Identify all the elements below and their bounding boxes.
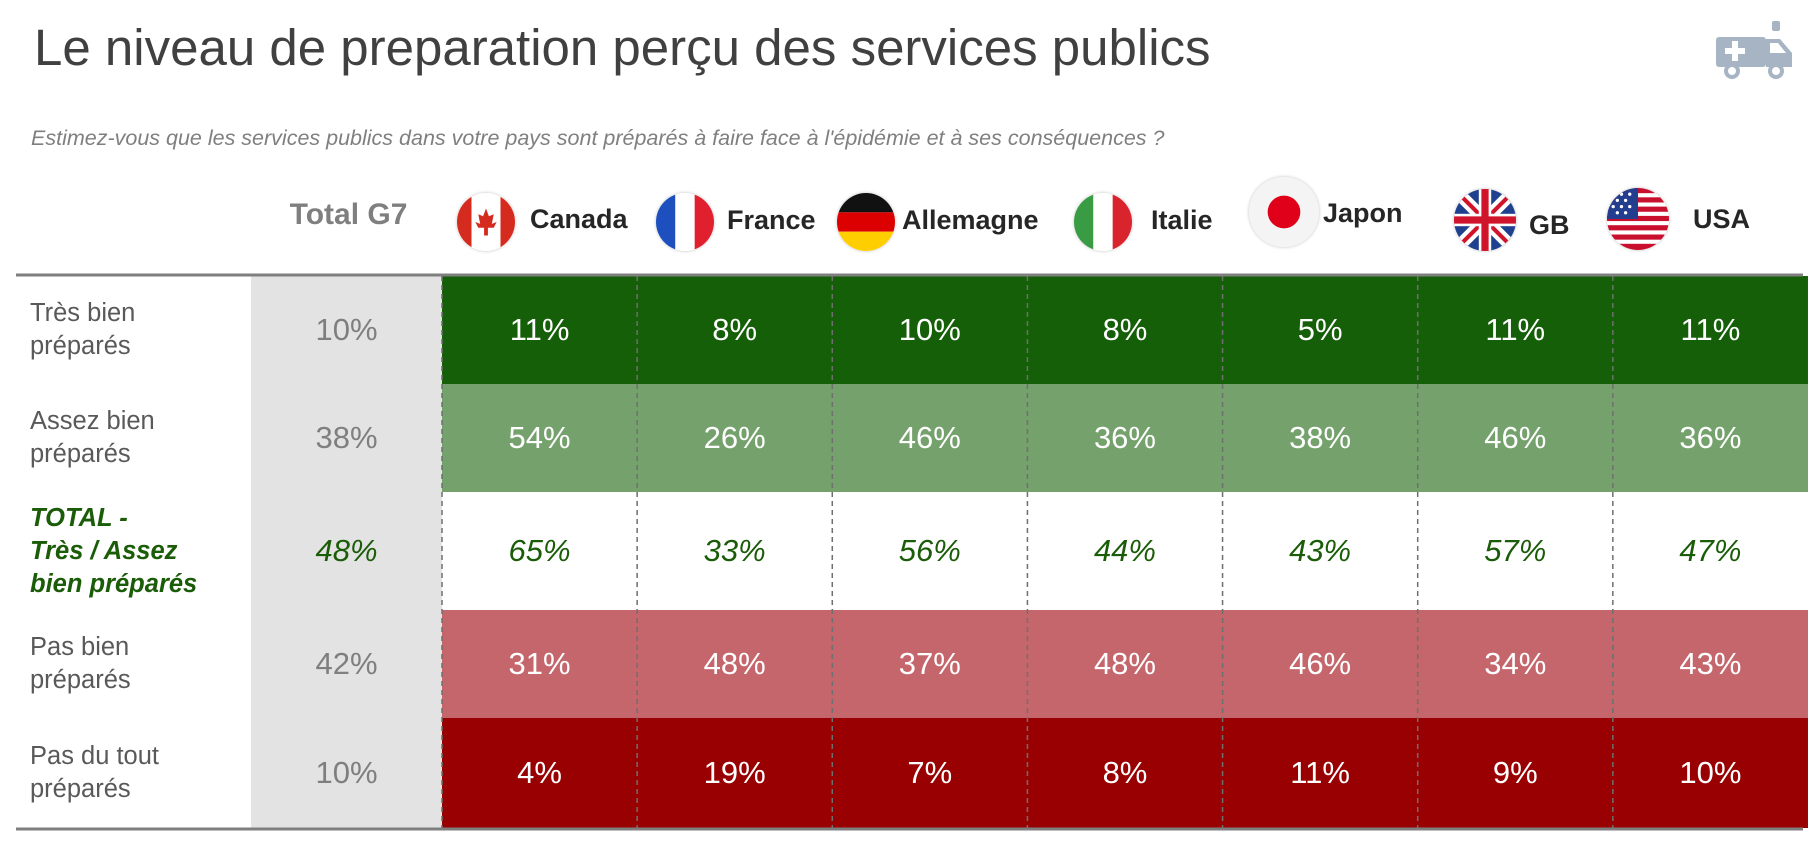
value-cell-gb: 57%: [1484, 533, 1547, 568]
ambulance-icon: [1716, 21, 1792, 79]
column-header-gb: GB: [1529, 210, 1570, 240]
italy-flag-icon: [1074, 193, 1132, 251]
row-label-line: Pas du tout: [30, 742, 160, 770]
total-g7-cell: 10%: [315, 312, 378, 347]
column-header-france: France: [727, 205, 816, 235]
japan-flag-icon: [1249, 177, 1319, 247]
row-label-line: Assez bien: [30, 407, 155, 435]
row-label-tres-bien: Très bien préparés: [30, 297, 135, 363]
value-cell-gb: 11%: [1485, 312, 1546, 347]
row-label-line: préparés: [30, 666, 131, 694]
value-cell-japon: 46%: [1289, 646, 1352, 681]
row-label-line: Très bien: [30, 299, 136, 327]
column-header-total-g7: Total G7: [289, 198, 408, 231]
value-cell-france: 8%: [712, 312, 758, 347]
row-label-pas-du-tout: Pas du tout préparés: [30, 740, 159, 806]
row-label-line: Pas bien: [30, 633, 130, 661]
value-cell-usa: 11%: [1680, 312, 1741, 347]
column-header-italie: Italie: [1151, 205, 1213, 235]
value-cell-france: 48%: [703, 646, 766, 681]
column-header-allemagne: Allemagne: [902, 205, 1039, 235]
value-cell-canada: 31%: [508, 646, 571, 681]
page-title: Le niveau de preparation perçu des servi…: [34, 19, 1211, 76]
value-cell-allemagne: 7%: [907, 755, 953, 790]
row-bg-pas-du-tout: [442, 718, 1808, 828]
usa-flag-icon: [1607, 188, 1669, 250]
value-cell-italie: 8%: [1102, 755, 1148, 790]
total-g7-column-bg: [251, 276, 442, 828]
value-cell-italie: 8%: [1102, 312, 1148, 347]
column-header-japon: Japon: [1323, 198, 1403, 228]
value-cell-gb: 46%: [1484, 420, 1547, 455]
row-label-pas-bien: Pas bien préparés: [30, 631, 131, 697]
row-label-total-tres-assez: TOTAL - Très / Assez bien préparés: [30, 502, 197, 601]
value-cell-allemagne: 46%: [898, 420, 961, 455]
germany-flag-icon: [837, 193, 895, 251]
row-bg-assez-bien: [442, 384, 1808, 492]
question-subtitle: Estimez-vous que les services publics da…: [31, 126, 1165, 150]
value-cell-canada: 65%: [508, 533, 571, 568]
value-cell-japon: 11%: [1290, 755, 1350, 790]
value-cell-italie: 36%: [1093, 420, 1156, 455]
value-cell-italie: 48%: [1093, 646, 1156, 681]
value-cell-canada: 4%: [517, 755, 562, 790]
value-cell-usa: 10%: [1679, 755, 1742, 790]
value-cell-italie: 44%: [1093, 533, 1156, 568]
row-bg-pas-bien: [442, 610, 1808, 718]
row-label-line: TOTAL -: [30, 503, 128, 532]
value-cell-allemagne: 56%: [898, 533, 961, 568]
total-g7-cell: 48%: [315, 533, 378, 568]
value-cell-allemagne: 37%: [898, 646, 961, 681]
total-g7-cell: 42%: [315, 646, 378, 681]
france-flag-icon: [656, 193, 714, 251]
value-cell-allemagne: 10%: [898, 312, 961, 347]
row-label-line: préparés: [30, 332, 131, 360]
total-g7-cell: 10%: [315, 755, 378, 790]
value-cell-usa: 43%: [1679, 646, 1742, 681]
value-cell-canada: 54%: [508, 420, 571, 455]
value-cell-canada: 11%: [509, 312, 570, 347]
value-cell-usa: 36%: [1679, 420, 1742, 455]
value-cell-usa: 47%: [1679, 533, 1742, 568]
value-cell-japon: 43%: [1289, 533, 1352, 568]
value-cell-france: 26%: [703, 420, 766, 455]
value-cell-gb: 9%: [1492, 755, 1538, 790]
row-label-line: préparés: [30, 440, 131, 468]
row-label-line: préparés: [30, 775, 131, 803]
value-cell-japon: 5%: [1297, 312, 1343, 347]
value-cell-gb: 34%: [1484, 646, 1547, 681]
row-label-line: bien préparés: [30, 569, 198, 598]
total-g7-cell: 38%: [315, 420, 378, 455]
row-label-assez-bien: Assez bien préparés: [30, 405, 155, 471]
value-cell-japon: 38%: [1289, 420, 1352, 455]
column-header-canada: Canada: [530, 204, 628, 234]
column-header-usa: USA: [1693, 204, 1751, 234]
value-cell-france: 33%: [703, 533, 766, 568]
row-label-line: Très / Assez: [30, 536, 178, 565]
gb-flag-icon: [1454, 189, 1516, 251]
row-bg-total-tres-assez: [442, 492, 1808, 610]
value-cell-france: 19%: [703, 755, 766, 790]
row-bg-tres-bien: [442, 276, 1808, 384]
